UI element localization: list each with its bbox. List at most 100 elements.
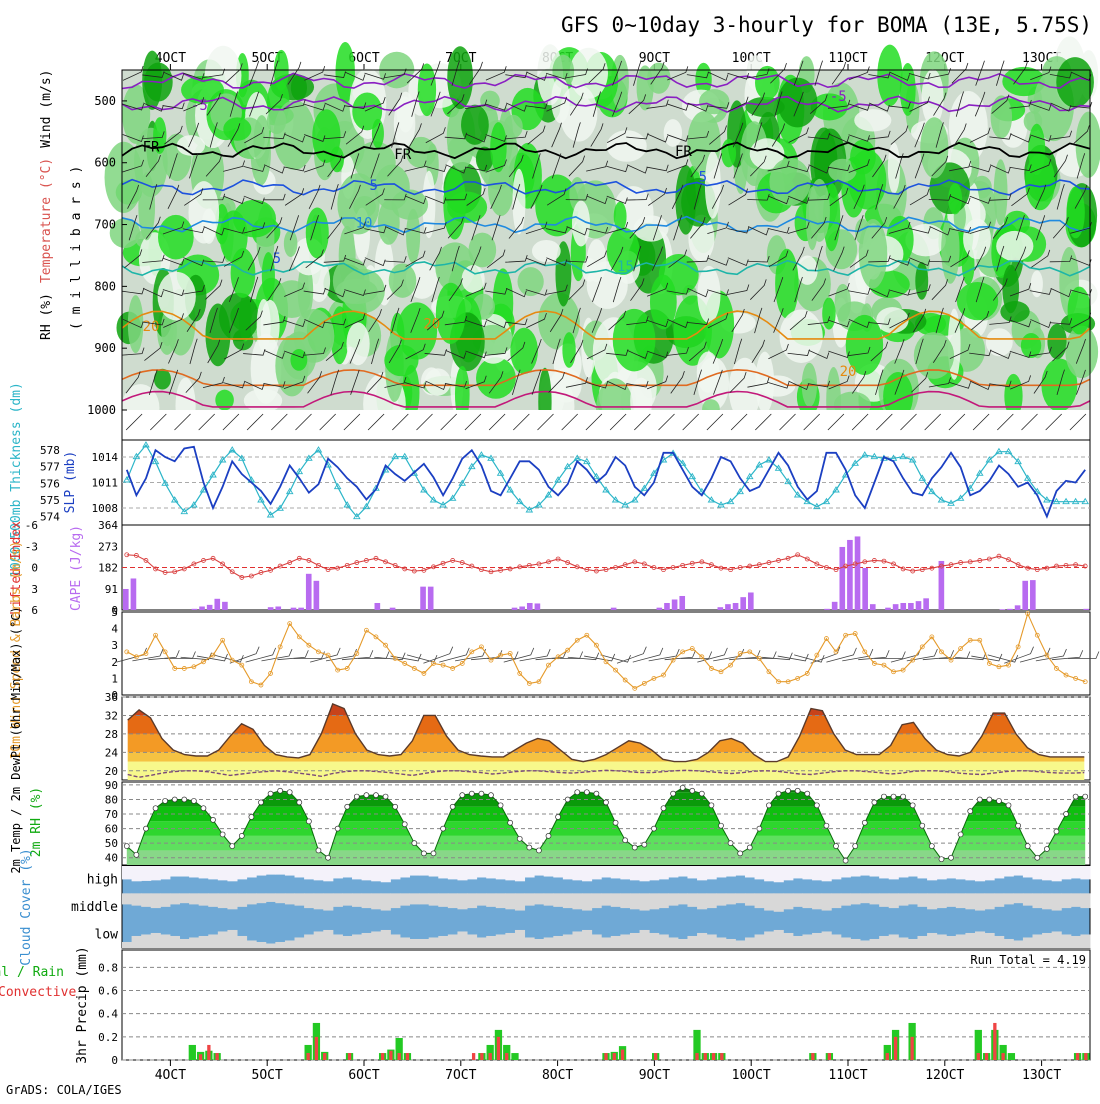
cape-bar xyxy=(1007,608,1013,610)
cloud-mid-gap xyxy=(764,893,775,911)
wind-speed-point xyxy=(344,666,350,671)
surface-wind-barb xyxy=(648,648,680,662)
contour-label: 10 xyxy=(356,216,373,232)
wind-barb xyxy=(1010,133,1031,143)
wind-barb xyxy=(447,217,464,239)
rh-fill-blob xyxy=(845,314,884,376)
wind-barb xyxy=(894,369,905,395)
wind-barb xyxy=(889,71,910,81)
surface-barb xyxy=(803,413,820,431)
wind-barb xyxy=(586,227,609,234)
cloud-high-gap xyxy=(955,866,966,880)
surface-wind-barb xyxy=(971,653,1003,662)
surface-wind-barb xyxy=(697,647,728,663)
surface-barb xyxy=(464,413,482,431)
precip-convective-bar xyxy=(215,1053,219,1060)
rh-ylabel: 2m RH (%) xyxy=(29,787,44,857)
wind-speed-point xyxy=(833,649,839,655)
wind-speed-point xyxy=(891,669,896,675)
cloud-high-gap xyxy=(419,866,430,876)
lifted-index-point xyxy=(191,561,197,567)
wind-speed-point xyxy=(594,642,599,648)
wind-barb xyxy=(727,72,750,80)
wind-speed-point xyxy=(986,661,992,666)
precip-tick-label: 0.6 xyxy=(98,985,118,998)
cloud-mid-gap xyxy=(1080,893,1091,909)
cloud-mid-gap xyxy=(371,893,382,910)
wind-barb xyxy=(184,188,204,206)
wind-barb xyxy=(546,188,567,206)
wind-barb xyxy=(827,99,851,109)
temp-tick-label: 36 xyxy=(105,691,118,704)
cloud-high-gap xyxy=(265,866,276,875)
cloud-mid-gap xyxy=(907,893,918,905)
precip-total-bar xyxy=(883,1044,891,1060)
wind-barb xyxy=(223,381,245,389)
wind-barb xyxy=(249,60,260,86)
wind-barb xyxy=(989,164,1011,174)
rh-fill-blob xyxy=(443,167,466,240)
cloud-mid-gap xyxy=(850,893,861,905)
cloud-high-gap xyxy=(150,866,161,881)
wind-barb xyxy=(486,249,506,269)
cloud-high-gap xyxy=(610,866,621,879)
surface-wind-barb xyxy=(794,654,825,663)
cloud-mid-gap xyxy=(927,893,938,910)
cape-bar xyxy=(908,602,914,610)
surface-wind-barb xyxy=(535,650,567,661)
lifted-index-point xyxy=(737,565,743,570)
lifted-index-point xyxy=(603,567,609,573)
wind-barb xyxy=(950,250,970,268)
wind-barb xyxy=(731,308,745,333)
thickness-point xyxy=(937,496,946,503)
wind-barb xyxy=(343,102,367,109)
cloud-low-gap xyxy=(553,935,564,948)
cloud-mid-gap xyxy=(524,893,535,906)
wind-speed-point xyxy=(1015,644,1021,650)
rh-point xyxy=(689,787,696,794)
cloud-mid-gap xyxy=(649,893,660,910)
wind-speed-point xyxy=(613,667,618,673)
wind-barb xyxy=(727,96,749,112)
surface-barb xyxy=(779,413,796,431)
cloud-mid-gap xyxy=(812,893,823,910)
thickness-point xyxy=(726,497,735,505)
rh-point xyxy=(286,789,293,796)
cloud-mid-gap xyxy=(639,893,650,911)
wind-speed-point xyxy=(1034,632,1040,638)
wind-barb xyxy=(612,60,622,86)
wind-barb xyxy=(868,255,891,263)
lifted-index-point xyxy=(622,562,628,568)
cloud-low-gap xyxy=(658,934,669,948)
wind-barb xyxy=(1050,102,1072,112)
cloud-high-gap xyxy=(984,866,995,881)
wind-barb xyxy=(686,130,710,140)
wind-barb xyxy=(829,187,849,207)
wind-barb xyxy=(848,159,870,173)
wind-barb xyxy=(1009,350,1032,358)
surface-barb xyxy=(1045,413,1062,431)
thickness-tick-label: 575 xyxy=(40,494,60,507)
thickness-ylabel: 1000-500mb Thickness (dm) xyxy=(9,382,24,578)
surface-barb xyxy=(876,413,893,431)
surface-barb xyxy=(755,413,772,431)
cape-ylabel-group: CAPE (J/kg) xyxy=(69,525,84,611)
cloud-low-gap xyxy=(284,940,296,948)
cloud-high-gap xyxy=(783,866,794,881)
rh-fill-blob xyxy=(435,282,466,344)
rh-point xyxy=(325,854,331,861)
wind-barb xyxy=(209,122,218,148)
wind-barb xyxy=(505,254,528,263)
cloud-high-gap xyxy=(764,866,775,882)
rh-point xyxy=(229,843,236,849)
cloud-low-gap xyxy=(141,934,152,948)
wind-speed-point xyxy=(239,662,245,668)
cloud-mid-gap xyxy=(1032,893,1043,909)
wind-barb xyxy=(1029,288,1052,295)
wind-barb xyxy=(471,215,481,241)
wind-speed-point xyxy=(373,634,379,640)
lifted-index-point xyxy=(1082,563,1088,569)
thickness-point xyxy=(1014,457,1022,465)
wind-barb xyxy=(429,246,442,271)
wind-barb xyxy=(707,289,729,296)
